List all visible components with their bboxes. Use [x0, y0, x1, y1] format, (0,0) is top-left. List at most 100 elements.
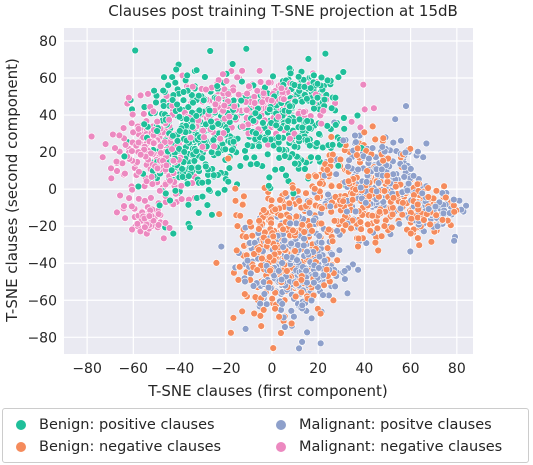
point-malignant-negative — [148, 180, 157, 188]
point-benign-negative — [388, 223, 396, 232]
point-malignant-negative — [157, 149, 165, 157]
point-malignant-positive — [450, 195, 458, 204]
point-malignant-positive — [277, 275, 286, 284]
point-benign-positive — [328, 141, 337, 149]
point-benign-positive — [188, 123, 197, 131]
point-benign-positive — [286, 69, 295, 78]
y-tick-label: 60 — [39, 71, 57, 87]
point-benign-positive — [323, 76, 332, 85]
point-malignant-negative — [153, 117, 161, 126]
point-malignant-positive — [286, 219, 294, 228]
point-malignant-negative — [277, 84, 286, 93]
point-benign-positive — [131, 46, 139, 55]
point-malignant-negative — [141, 197, 149, 205]
point-benign-positive — [242, 45, 251, 53]
point-malignant-negative — [210, 142, 218, 151]
point-malignant-positive — [406, 247, 414, 256]
point-malignant-negative — [219, 129, 228, 137]
point-benign-positive — [259, 119, 267, 127]
point-benign-positive — [237, 96, 245, 105]
point-malignant-positive — [397, 137, 405, 145]
point-benign-positive — [182, 115, 191, 123]
point-malignant-positive — [280, 236, 289, 245]
point-malignant-negative — [128, 202, 136, 211]
point-benign-positive — [180, 148, 189, 156]
point-benign-negative — [426, 220, 434, 229]
point-malignant-positive — [395, 220, 403, 228]
point-benign-positive — [183, 71, 191, 80]
point-benign-positive — [206, 47, 214, 55]
point-malignant-positive — [310, 279, 318, 287]
point-malignant-positive — [335, 246, 344, 254]
point-malignant-positive — [391, 115, 399, 123]
point-malignant-positive — [307, 296, 316, 305]
point-benign-negative — [240, 192, 248, 201]
point-benign-positive — [214, 149, 222, 158]
point-malignant-negative — [224, 90, 232, 98]
point-benign-negative — [292, 212, 301, 221]
point-benign-negative — [360, 128, 368, 137]
point-benign-positive — [264, 128, 272, 137]
point-malignant-negative — [230, 102, 239, 111]
point-benign-negative — [292, 292, 300, 301]
point-benign-negative — [289, 184, 297, 192]
point-malignant-negative — [134, 125, 143, 133]
point-malignant-negative — [156, 187, 164, 195]
point-benign-positive — [353, 111, 362, 120]
y-tick-labels: 80 60 40 20 0 −20 −40 −60 −80 — [27, 34, 57, 346]
point-benign-positive — [172, 65, 180, 74]
point-benign-positive — [266, 105, 274, 114]
point-benign-negative — [424, 184, 432, 192]
point-benign-negative — [265, 253, 274, 261]
point-benign-negative — [375, 208, 384, 216]
point-malignant-negative — [147, 194, 155, 202]
point-benign-positive — [185, 172, 193, 180]
y-tick-label: 0 — [48, 182, 57, 198]
point-malignant-positive — [357, 183, 365, 192]
point-benign-positive — [153, 127, 161, 135]
point-malignant-positive — [368, 144, 377, 152]
point-malignant-positive — [419, 153, 427, 161]
point-benign-negative — [300, 228, 308, 236]
point-benign-positive — [236, 162, 245, 170]
point-benign-positive — [275, 145, 283, 154]
point-malignant-negative — [359, 80, 367, 89]
point-malignant-positive — [349, 260, 357, 269]
point-benign-positive — [298, 123, 306, 132]
point-benign-positive — [192, 66, 201, 74]
point-malignant-negative — [128, 186, 136, 194]
point-malignant-negative — [169, 157, 178, 165]
point-benign-positive — [160, 73, 168, 81]
point-benign-positive — [134, 182, 143, 191]
y-tick-label: −40 — [27, 256, 57, 272]
point-benign-positive — [307, 84, 315, 92]
legend-label-benign-positive: Benign: positive clauses — [39, 417, 215, 433]
point-benign-positive — [310, 71, 318, 80]
point-benign-negative — [271, 243, 279, 252]
y-tick-label: 40 — [39, 108, 57, 124]
point-malignant-negative — [259, 89, 268, 98]
point-benign-positive — [198, 192, 207, 201]
point-benign-negative — [440, 182, 448, 190]
point-malignant-negative — [120, 202, 128, 210]
x-axis-label: T-SNE clauses (first component) — [147, 382, 388, 400]
point-malignant-positive — [403, 186, 412, 195]
point-benign-negative — [276, 196, 284, 204]
point-benign-positive — [340, 125, 348, 133]
point-benign-negative — [305, 198, 314, 207]
point-malignant-positive — [281, 323, 289, 331]
point-benign-positive — [168, 166, 176, 174]
point-malignant-negative — [286, 135, 294, 143]
point-benign-positive — [290, 142, 299, 151]
point-benign-negative — [415, 241, 423, 249]
point-malignant-negative — [128, 119, 136, 127]
point-benign-negative — [383, 171, 391, 180]
point-benign-positive — [205, 106, 214, 115]
point-malignant-positive — [339, 136, 347, 145]
point-malignant-positive — [315, 232, 323, 240]
point-benign-negative — [312, 172, 320, 181]
point-benign-negative — [388, 210, 397, 219]
point-benign-positive — [242, 154, 250, 162]
point-malignant-negative — [199, 126, 207, 135]
point-malignant-positive — [354, 266, 362, 274]
